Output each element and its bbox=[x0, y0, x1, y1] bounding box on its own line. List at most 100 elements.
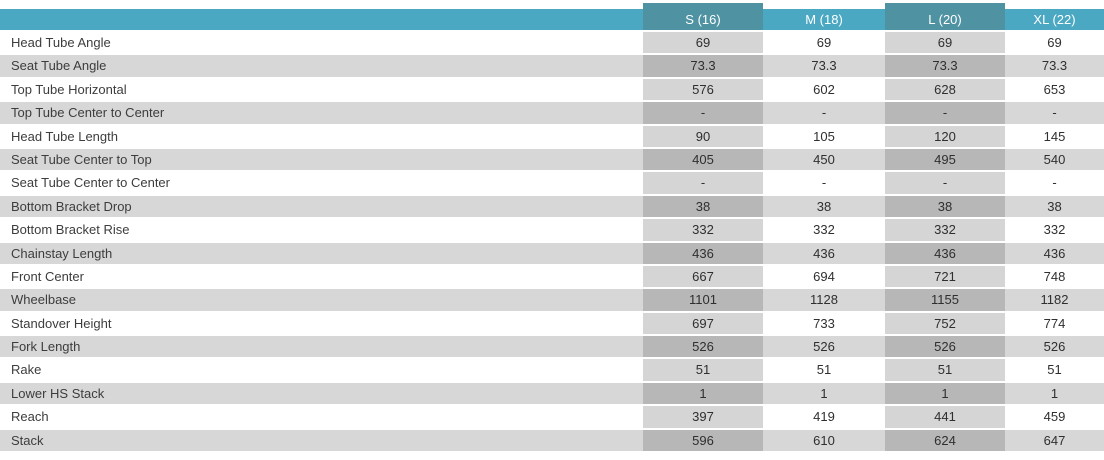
value-cell: 436 bbox=[1043, 245, 1066, 261]
table-row: Fork Length 526 526 526 526 bbox=[0, 336, 1104, 358]
value-cell: 436 bbox=[813, 245, 835, 261]
value-cell: 38 bbox=[1047, 198, 1062, 214]
value-cell: 1182 bbox=[1040, 292, 1069, 308]
table-row: Top Tube Center to Center - - - - bbox=[0, 102, 1104, 124]
value-cell: 540 bbox=[1043, 151, 1066, 167]
value-cell: 624 bbox=[885, 429, 1005, 452]
value-cell: 51 bbox=[643, 359, 763, 381]
value-cell: 73.3 bbox=[811, 58, 837, 74]
row-label: Top Tube Center to Center bbox=[11, 105, 165, 121]
table-row: Stack 596 610 624 647 bbox=[0, 429, 1104, 452]
value-cell: 1155 bbox=[885, 289, 1005, 311]
row-label: Bottom Bracket Rise bbox=[11, 222, 130, 238]
value-cell: 332 bbox=[1043, 222, 1066, 238]
value-cell: 752 bbox=[885, 312, 1005, 335]
value-cell: 51 bbox=[885, 359, 1005, 381]
value-cell: 602 bbox=[813, 81, 835, 97]
table-row: Bottom Bracket Rise 332 332 332 332 bbox=[0, 219, 1104, 241]
row-label: Rake bbox=[11, 362, 42, 378]
value-cell: 1128 bbox=[810, 292, 838, 308]
row-label: Stack bbox=[11, 432, 44, 448]
row-label: Head Tube Length bbox=[11, 128, 118, 144]
value-cell: 120 bbox=[885, 125, 1005, 147]
value-cell: 748 bbox=[1043, 268, 1066, 284]
value-cell: 647 bbox=[1043, 432, 1066, 448]
value-cell: 450 bbox=[813, 151, 835, 167]
value-cell: 332 bbox=[885, 219, 1005, 241]
value-cell: 441 bbox=[885, 406, 1005, 428]
value-cell: 69 bbox=[885, 32, 1005, 54]
value-cell: 667 bbox=[643, 265, 763, 288]
value-cell: 38 bbox=[885, 195, 1005, 218]
value-cell: 397 bbox=[643, 406, 763, 428]
row-label: Seat Tube Center to Center bbox=[11, 175, 170, 191]
value-cell: - bbox=[1052, 175, 1057, 191]
value-cell: 73.3 bbox=[643, 55, 763, 77]
table-row: Bottom Bracket Drop 38 38 38 38 bbox=[0, 195, 1104, 218]
value-cell: 653 bbox=[1043, 81, 1066, 97]
value-cell: 697 bbox=[643, 312, 763, 335]
value-cell: 69 bbox=[816, 35, 832, 50]
value-cell: 576 bbox=[643, 78, 763, 101]
table-row: Reach 397 419 441 459 bbox=[0, 406, 1104, 428]
row-label: Wheelbase bbox=[11, 292, 77, 308]
row-label: Front Center bbox=[11, 268, 84, 284]
column-header-l: L (20) bbox=[885, 3, 1005, 30]
value-cell: 38 bbox=[816, 198, 832, 214]
value-cell: 526 bbox=[1043, 339, 1066, 355]
value-cell: - bbox=[643, 102, 763, 124]
value-cell: 1 bbox=[885, 382, 1005, 405]
value-cell: 105 bbox=[813, 128, 835, 144]
value-cell: 1 bbox=[1050, 385, 1059, 401]
value-cell: 459 bbox=[1043, 409, 1066, 425]
column-header-m: M (18) bbox=[805, 12, 843, 27]
value-cell: 526 bbox=[813, 339, 835, 355]
table-row: Seat Tube Angle 73.3 73.3 73.3 73.3 bbox=[0, 55, 1104, 77]
table-row: Wheelbase 1101 1128 1155 1182 bbox=[0, 289, 1104, 311]
row-label: Chainstay Length bbox=[11, 245, 113, 261]
row-label: Lower HS Stack bbox=[11, 385, 105, 401]
value-cell: 436 bbox=[885, 242, 1005, 264]
value-cell: 526 bbox=[885, 336, 1005, 358]
value-cell: 419 bbox=[813, 409, 835, 425]
value-cell: 38 bbox=[643, 195, 763, 218]
value-cell: - bbox=[821, 105, 827, 121]
value-cell: 90 bbox=[643, 125, 763, 147]
row-label: Reach bbox=[11, 409, 49, 425]
table-row: Top Tube Horizontal 576 602 628 653 bbox=[0, 78, 1104, 101]
value-cell: 145 bbox=[1043, 128, 1066, 144]
value-cell: 721 bbox=[885, 265, 1005, 288]
column-header-xl: XL (22) bbox=[1033, 12, 1076, 27]
value-cell: - bbox=[643, 172, 763, 194]
value-cell: 526 bbox=[643, 336, 763, 358]
value-cell: 51 bbox=[1047, 362, 1062, 378]
value-cell: 436 bbox=[643, 242, 763, 264]
table-row: Seat Tube Center to Center - - - - bbox=[0, 172, 1104, 194]
value-cell: 73.3 bbox=[1041, 58, 1068, 74]
value-cell: 73.3 bbox=[885, 55, 1005, 77]
value-cell: 332 bbox=[643, 219, 763, 241]
table-row: Front Center 667 694 721 748 bbox=[0, 265, 1104, 288]
value-cell: - bbox=[821, 175, 827, 191]
table-row: Lower HS Stack 1 1 1 1 bbox=[0, 382, 1104, 405]
row-label: Seat Tube Angle bbox=[11, 58, 107, 74]
row-label: Head Tube Angle bbox=[11, 35, 111, 50]
row-label: Seat Tube Center to Top bbox=[11, 151, 152, 167]
row-label: Fork Length bbox=[11, 339, 81, 355]
value-cell: 1 bbox=[643, 382, 763, 405]
value-cell: 51 bbox=[816, 362, 832, 378]
value-cell: 1 bbox=[820, 385, 828, 401]
value-cell: 610 bbox=[813, 432, 835, 448]
table-row: Standover Height 697 733 752 774 bbox=[0, 312, 1104, 335]
value-cell: 733 bbox=[813, 315, 835, 331]
value-cell: 69 bbox=[1047, 35, 1062, 50]
value-cell: 69 bbox=[643, 32, 763, 54]
table-row: Chainstay Length 436 436 436 436 bbox=[0, 242, 1104, 264]
value-cell: 694 bbox=[813, 268, 835, 284]
value-cell: 1101 bbox=[643, 289, 763, 311]
row-label: Standover Height bbox=[11, 315, 112, 331]
row-label: Top Tube Horizontal bbox=[11, 81, 127, 97]
value-cell: - bbox=[885, 102, 1005, 124]
value-cell: - bbox=[1052, 105, 1057, 121]
